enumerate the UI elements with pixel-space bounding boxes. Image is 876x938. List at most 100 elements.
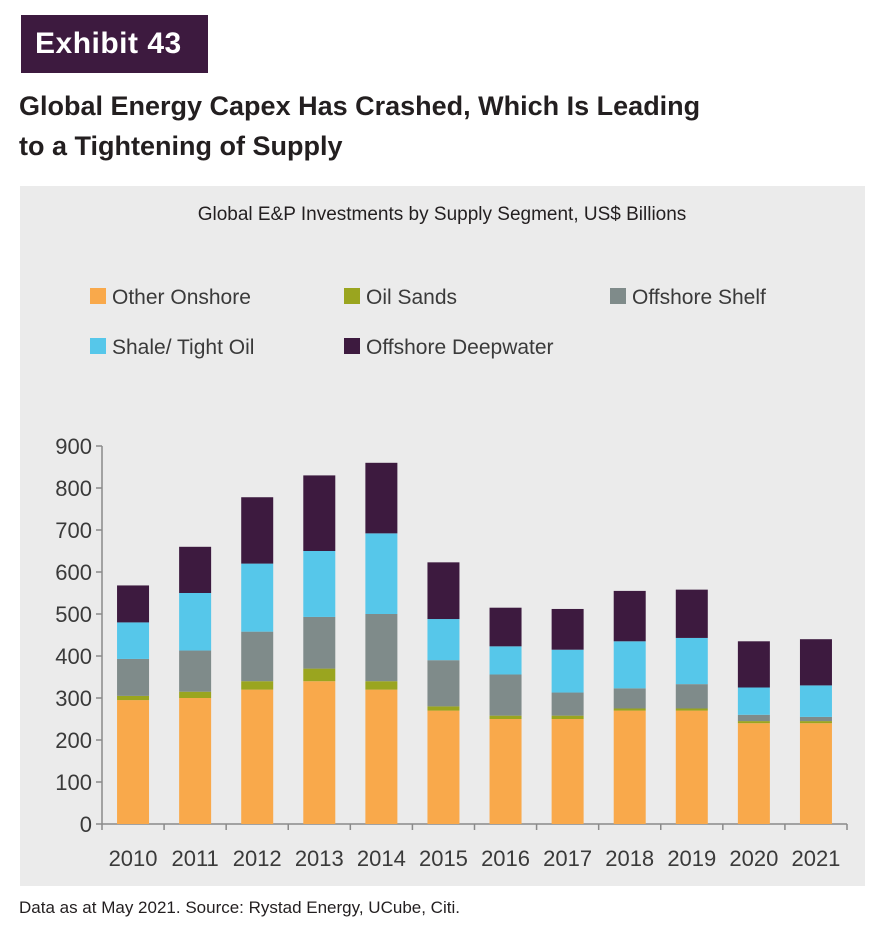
x-tick-label: 2013 bbox=[295, 846, 344, 871]
bar-segment bbox=[551, 608, 584, 650]
bar-segment bbox=[427, 710, 460, 824]
legend-swatch bbox=[344, 288, 360, 304]
bar-segment bbox=[613, 688, 646, 709]
x-tick-label: 2014 bbox=[357, 846, 406, 871]
bar-segment bbox=[303, 475, 336, 551]
bar-segment bbox=[489, 607, 522, 647]
bar-segment bbox=[241, 631, 274, 682]
bar-segment bbox=[737, 723, 770, 824]
exhibit-label: Exhibit 43 bbox=[35, 27, 182, 60]
bar-segment bbox=[551, 715, 584, 719]
bar-segment bbox=[179, 593, 212, 651]
bar-segment bbox=[241, 689, 274, 824]
x-tick-label: 2016 bbox=[481, 846, 530, 871]
chart-title: Global E&P Investments by Supply Segment… bbox=[198, 204, 687, 225]
y-tick-label: 800 bbox=[55, 476, 92, 501]
y-tick-label: 100 bbox=[55, 770, 92, 795]
exhibit-badge: Exhibit 43 bbox=[21, 15, 208, 73]
y-tick-label: 200 bbox=[55, 728, 92, 753]
legend-swatch bbox=[90, 338, 106, 354]
bar-segment bbox=[737, 714, 770, 722]
x-tick-label: 2010 bbox=[109, 846, 158, 871]
bar-segment bbox=[799, 721, 832, 724]
bar-segment bbox=[489, 715, 522, 719]
page-title-line-1: Global Energy Capex Has Crashed, Which I… bbox=[19, 91, 701, 121]
bar-segment bbox=[675, 684, 708, 709]
x-tick-label: 2012 bbox=[233, 846, 282, 871]
bar-segment bbox=[737, 687, 770, 715]
bar-segment bbox=[613, 708, 646, 711]
bar-segment bbox=[799, 685, 832, 717]
bar-segment bbox=[737, 641, 770, 688]
bar-segment bbox=[179, 698, 212, 824]
bar-segment bbox=[427, 562, 460, 620]
bar-segment bbox=[551, 719, 584, 824]
bar-segment bbox=[365, 462, 398, 534]
bar-segment bbox=[675, 637, 708, 685]
bar-segment bbox=[303, 616, 336, 669]
chart-panel: Global E&P Investments by Supply Segment… bbox=[20, 186, 865, 886]
legend-label: Offshore Deepwater bbox=[366, 336, 554, 359]
bar-segment bbox=[799, 639, 832, 686]
legend-label: Other Onshore bbox=[112, 286, 251, 309]
bar-segment bbox=[799, 723, 832, 824]
bar-segment bbox=[365, 689, 398, 824]
page-title-line-2: to a Tightening of Supply bbox=[19, 131, 343, 161]
bar-segment bbox=[675, 589, 708, 638]
y-tick-label: 600 bbox=[55, 560, 92, 585]
bar-segment bbox=[117, 658, 150, 696]
bar-segment bbox=[365, 533, 398, 614]
x-tick-label: 2020 bbox=[729, 846, 778, 871]
bar-segment bbox=[365, 681, 398, 690]
bar-segment bbox=[613, 641, 646, 689]
bar-segment bbox=[737, 721, 770, 724]
x-tick-label: 2011 bbox=[171, 846, 218, 871]
x-tick-label: 2018 bbox=[605, 846, 654, 871]
bar-segment bbox=[303, 681, 336, 824]
bar-segment bbox=[117, 585, 150, 623]
legend-label: Oil Sands bbox=[366, 286, 457, 309]
bar-segment bbox=[489, 646, 522, 675]
bar-segment bbox=[551, 692, 584, 716]
bar-segment bbox=[613, 590, 646, 642]
y-tick-label: 700 bbox=[55, 518, 92, 543]
legend-label: Shale/ Tight Oil bbox=[112, 336, 254, 359]
bar-segment bbox=[303, 551, 336, 617]
bar-segment bbox=[179, 546, 212, 593]
bar-segment bbox=[551, 649, 584, 693]
bar-segment bbox=[179, 691, 212, 698]
x-tick-label: 2021 bbox=[791, 846, 840, 871]
x-tick-label: 2015 bbox=[419, 846, 468, 871]
x-tick-label: 2019 bbox=[667, 846, 716, 871]
bar-segment bbox=[241, 563, 274, 632]
bar-segment bbox=[117, 700, 150, 824]
bar-segment bbox=[303, 668, 336, 682]
bar-segment bbox=[675, 710, 708, 824]
bar-segment bbox=[117, 622, 150, 659]
page-title: Global Energy Capex Has Crashed, Which I… bbox=[19, 86, 819, 166]
bar-segment bbox=[241, 497, 274, 564]
y-tick-label: 900 bbox=[55, 434, 92, 459]
stacked-bar-chart: Global E&P Investments by Supply Segment… bbox=[55, 204, 848, 871]
legend-label: Offshore Shelf bbox=[632, 286, 766, 309]
bar-segment bbox=[427, 660, 460, 707]
legend-swatch bbox=[610, 288, 626, 304]
x-tick-label: 2017 bbox=[543, 846, 592, 871]
bar-segment bbox=[241, 681, 274, 690]
bar-segment bbox=[427, 706, 460, 711]
y-tick-label: 300 bbox=[55, 686, 92, 711]
y-tick-label: 0 bbox=[80, 812, 92, 837]
legend-swatch bbox=[344, 338, 360, 354]
bar-segment bbox=[427, 619, 460, 661]
bar-segment bbox=[613, 710, 646, 824]
y-tick-label: 400 bbox=[55, 644, 92, 669]
bar-segment bbox=[365, 614, 398, 682]
bar-segment bbox=[179, 650, 212, 692]
source-note: Data as at May 2021. Source: Rystad Ener… bbox=[19, 898, 460, 917]
bar-segment bbox=[489, 719, 522, 824]
bar-segment bbox=[489, 674, 522, 716]
legend-swatch bbox=[90, 288, 106, 304]
bar-segment bbox=[799, 716, 832, 722]
y-tick-label: 500 bbox=[55, 602, 92, 627]
bar-segment bbox=[117, 695, 150, 701]
